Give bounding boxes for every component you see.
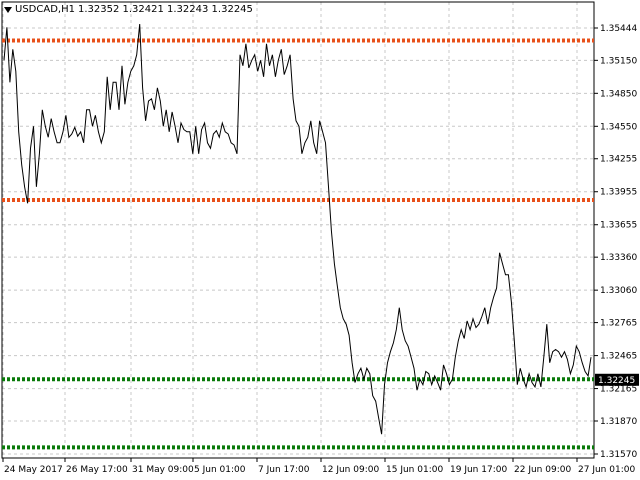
symbol-label: USDCAD,H1 <box>15 4 75 15</box>
x-tick-label: 22 Jun 09:00 <box>514 465 571 475</box>
y-tick-label: 1.35150 <box>600 56 637 66</box>
time-axis[interactable]: 24 May 2017 26 May 17:00 31 May 09:00 5 Jun… <box>2 458 635 475</box>
ohlc-readout: 1.32352 1.32421 1.32243 1.32245 <box>77 4 253 15</box>
y-tick-label: 1.31870 <box>600 417 637 427</box>
x-tick-label: 24 May 2017 <box>4 465 63 475</box>
x-tick-label: 27 Jun 01:00 <box>578 465 635 475</box>
y-tick-label: 1.32765 <box>600 319 637 329</box>
current-price-label: 1.32245 <box>598 376 635 386</box>
x-tick-label: 12 Jun 09:00 <box>322 465 379 475</box>
x-tick-label: 5 Jun 01:00 <box>194 465 246 475</box>
chart-grid <box>2 2 594 458</box>
y-tick-label: 1.34255 <box>600 155 637 165</box>
y-tick-label: 1.31570 <box>600 450 637 460</box>
y-tick-label: 1.35444 <box>600 24 637 34</box>
y-tick-label: 1.33360 <box>600 253 637 263</box>
y-tick-label: 1.32465 <box>600 352 637 362</box>
x-tick-label: 31 May 09:00 <box>132 465 194 475</box>
y-tick-label: 1.33955 <box>600 188 637 198</box>
chart-title-bar: USDCAD,H1 1.32352 1.32421 1.32243 1.3224… <box>4 4 253 15</box>
price-series-line <box>3 23 592 435</box>
plot-frame <box>1 1 595 459</box>
price-axis[interactable]: 1.35444 1.35150 1.34850 1.34550 1.34255 1.339… <box>594 24 637 460</box>
triangle-down-icon[interactable] <box>4 6 12 13</box>
horizontal-levels[interactable] <box>2 38 594 450</box>
y-tick-label: 1.32165 <box>600 385 637 395</box>
x-tick-label: 19 Jun 17:00 <box>450 465 507 475</box>
x-tick-label: 7 Jun 17:00 <box>258 465 310 475</box>
current-price-tag: 1.32245 <box>595 373 639 386</box>
x-tick-label: 26 May 17:00 <box>66 465 128 475</box>
y-tick-label: 1.33655 <box>600 221 637 231</box>
y-tick-label: 1.34550 <box>600 122 637 132</box>
x-tick-label: 15 Jun 01:00 <box>386 465 443 475</box>
y-tick-label: 1.33060 <box>600 286 637 296</box>
y-tick-label: 1.34850 <box>600 89 637 99</box>
current-price-tag-box <box>595 373 639 386</box>
